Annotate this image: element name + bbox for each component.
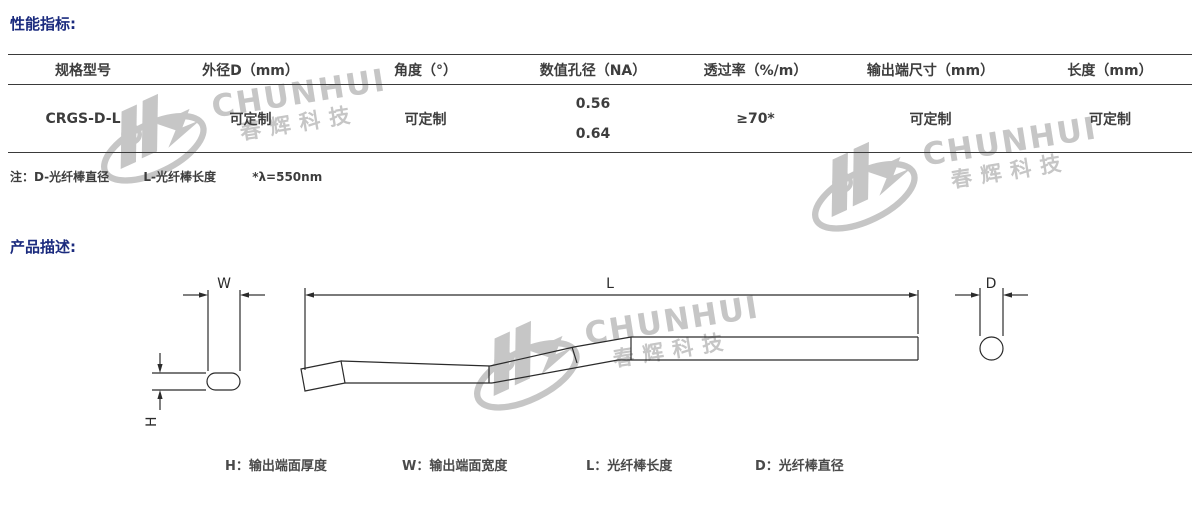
description-section-title: 产品描述: xyxy=(10,238,76,256)
dim-label-l: L xyxy=(606,276,614,292)
output-face-shape xyxy=(206,372,241,391)
fiber-rod-side-view xyxy=(300,336,919,392)
na-value-1: 0.56 xyxy=(575,96,611,112)
h-dimension: H xyxy=(144,353,206,427)
spec-table-data-row: CRGS-D-L 可定制 可定制 0.56 0.64 ≥70* 可定制 可定制 xyxy=(8,85,1192,153)
header-cell-transmittance: 透过率（%/m） xyxy=(703,62,808,79)
header-cell-na: 数值孔径（NA） xyxy=(539,62,647,79)
chunhui-logo-icon xyxy=(811,141,918,232)
d-dimension: D xyxy=(955,276,1028,336)
rod-cross-section-circle xyxy=(979,336,1004,361)
header-cell-angle: 角度（°） xyxy=(394,62,457,79)
header-cell-outer-diameter: 外径D（mm） xyxy=(202,62,299,79)
header-cell-output-size: 输出端尺寸（mm） xyxy=(866,62,995,79)
l-dimension: L xyxy=(304,276,919,370)
header-cell-model: 规格型号 xyxy=(55,62,111,79)
dim-label-d: D xyxy=(986,276,997,292)
brand-watermark: CHUNHUI 春辉科技 xyxy=(801,105,1108,240)
spec-table: 规格型号 外径D（mm） 角度（°） 数值孔径（NA） 透过率（%/m） 输出端… xyxy=(8,54,1192,153)
legend-item-l: L：光纤棒长度 xyxy=(586,459,673,474)
cell-outer-diameter: 可定制 xyxy=(229,111,272,128)
cell-model: CRGS-D-L xyxy=(45,110,121,127)
legend-item-w: W：输出端面宽度 xyxy=(402,459,508,474)
na-value-2: 0.64 xyxy=(575,126,611,142)
note-part-3: *λ=550nm xyxy=(252,170,323,184)
dim-label-w: W xyxy=(217,276,231,292)
cell-length: 可定制 xyxy=(1089,111,1131,128)
spec-table-header-row: 规格型号 外径D（mm） 角度（°） 数值孔径（NA） 透过率（%/m） 输出端… xyxy=(8,54,1192,85)
legend-item-d: D：光纤棒直径 xyxy=(755,459,844,474)
dim-label-h: H xyxy=(144,416,160,427)
w-dimension: W xyxy=(183,276,265,371)
cell-na: 0.56 0.64 xyxy=(508,85,678,152)
cell-angle: 可定制 xyxy=(404,111,447,128)
cell-transmittance: ≥70* xyxy=(736,110,775,127)
header-cell-length: 长度（mm） xyxy=(1067,62,1153,79)
legend-item-h: H：输出端面厚度 xyxy=(225,459,327,474)
note-part-1: 注：D-光纤棒直径 xyxy=(10,170,110,184)
cell-output-size: 可定制 xyxy=(909,111,952,128)
performance-section-title: 性能指标: xyxy=(10,15,76,33)
note-part-2: L-光纤棒长度 xyxy=(143,170,216,184)
fiber-rod-dimension-drawing: W H L xyxy=(144,276,1028,427)
table-note: 注：D-光纤棒直径 L-光纤棒长度 *λ=550nm xyxy=(10,168,322,185)
